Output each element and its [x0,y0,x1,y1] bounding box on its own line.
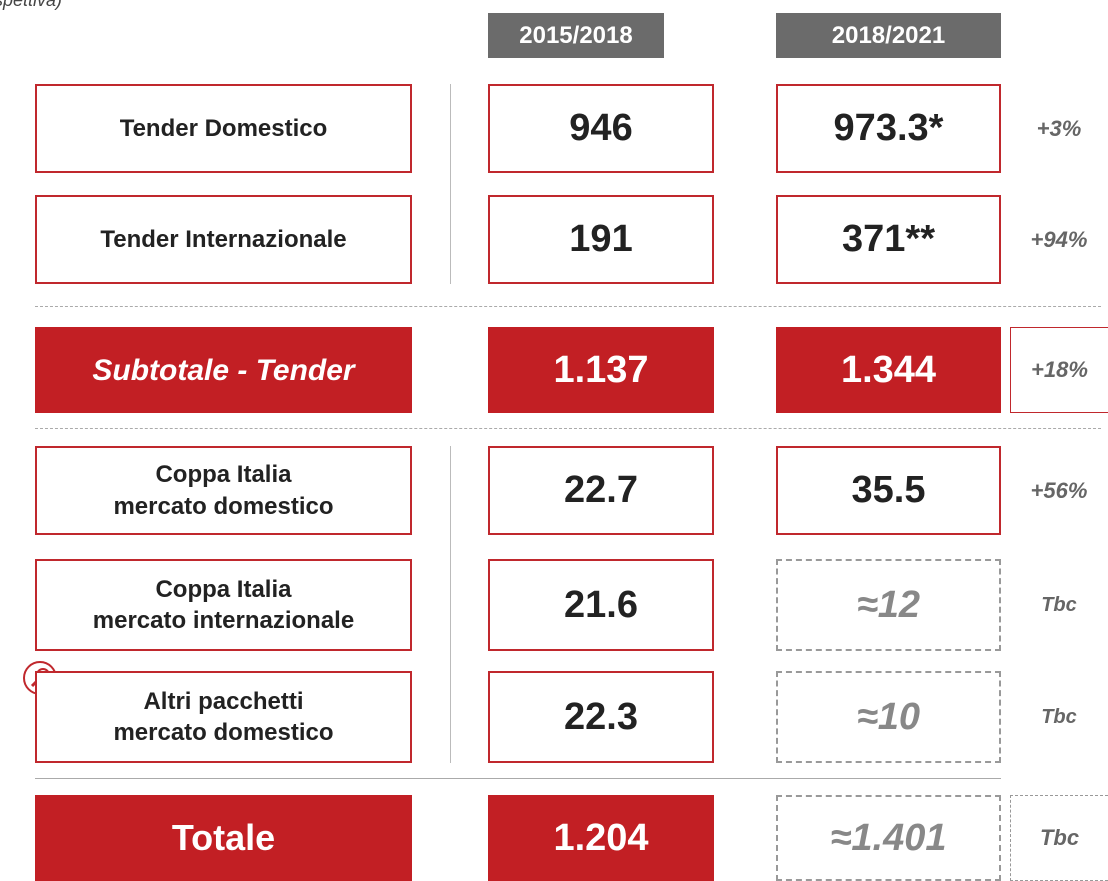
change: +56% [1030,477,1088,503]
row-label: Tender Domestico [35,84,412,173]
value-cell: 946 [488,84,714,173]
value-cell: 191 [488,195,714,284]
separator [35,306,1101,307]
divider [450,446,451,763]
column-header: 2018/2021 [776,13,1001,58]
value-cell: 371** [776,195,1001,284]
column-header: 2015/2018 [488,13,664,58]
value-cell: 973.3* [776,84,1001,173]
value-cell: 1.204 [488,795,714,881]
value-cell: 22.3 [488,671,714,763]
value-cell: ≈12 [776,559,1001,651]
value-cell: ≈10 [776,671,1001,763]
row-label: Altri pacchetti mercato domestico [35,671,412,763]
value-cell: 22.7 [488,446,714,535]
value-cell: ≈1.401 [776,795,1001,881]
separator [35,778,1001,779]
value-cell: 1.344 [776,327,1001,413]
row-label: Subtotale - Tender [35,327,412,413]
value-cell: 1.137 [488,327,714,413]
row-label: Totale [35,795,412,881]
row-label: Tender Internazionale [35,195,412,284]
row-label: Coppa Italia mercato internazionale [35,559,412,651]
change: +94% [1030,226,1088,252]
change: +3% [1036,115,1082,141]
note: spettiva) [0,0,63,10]
separator [35,428,1101,429]
value-cell: 35.5 [776,446,1001,535]
change: Tbc [1041,705,1077,728]
change: +18% [1010,327,1108,413]
change: Tbc [1041,593,1077,616]
value-cell: 21.6 [488,559,714,651]
change: Tbc [1010,795,1108,881]
row-label: Coppa Italia mercato domestico [35,446,412,535]
divider [450,84,451,284]
